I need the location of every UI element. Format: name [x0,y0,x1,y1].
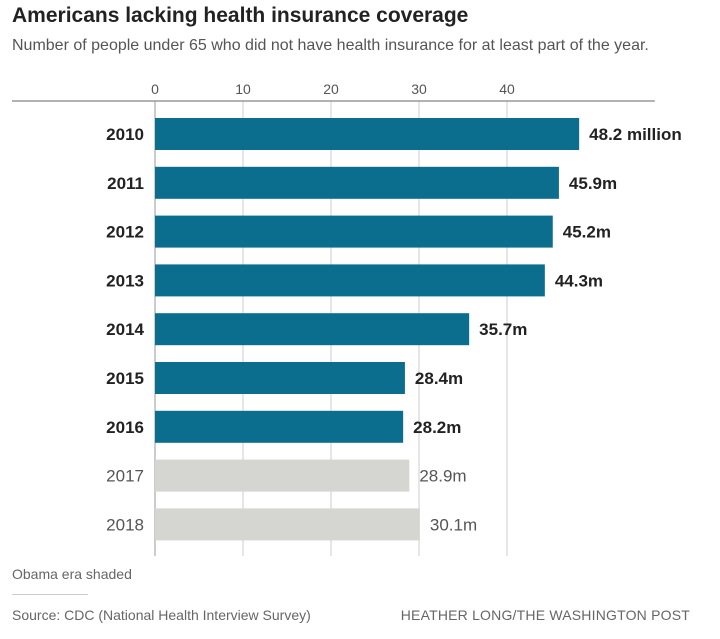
bar-chart: 0 10 20 30 40 2010 48.2 million 2011 45.9m 2012 45… [12,81,682,556]
value-label-2015: 28.4m [415,369,463,388]
category-label-2016: 2016 [106,418,144,437]
value-label-2013: 44.3m [555,271,603,290]
value-label-2012: 45.2m [563,223,611,242]
category-label-2012: 2012 [106,223,144,242]
source-credit: Source: CDC (National Health Interview S… [12,607,311,623]
category-label-2011: 2011 [107,174,144,193]
author-credit: HEATHER LONG/THE WASHINGTON POST [400,607,690,623]
category-label-2017: 2017 [106,467,144,486]
value-label-2018: 30.1m [430,515,477,534]
bar-2015 [155,362,405,394]
note-divider [12,594,88,595]
bar-2011 [155,166,559,199]
category-label-2010: 2010 [106,125,144,144]
bar-2014 [155,313,470,346]
bar-2017 [155,459,410,492]
value-label-2017: 28.9m [419,467,466,486]
x-tick-label-20: 20 [323,81,339,97]
value-label-2011: 45.9m [569,174,617,193]
x-tick-label-0: 0 [151,81,159,97]
bar-2010 [155,118,580,150]
category-label-2015: 2015 [106,369,144,388]
chart-title: Americans lacking health insurance cover… [12,4,469,27]
x-tick-label-30: 30 [411,81,427,97]
bar-2013 [155,264,545,297]
bar-2016 [155,410,404,443]
x-tick-label-40: 40 [499,81,515,97]
shading-note: Obama era shaded [12,566,132,582]
value-label-2010: 48.2 million [589,125,682,144]
category-label-2018: 2018 [106,515,144,534]
bar-2018 [155,508,420,541]
value-label-2016: 28.2m [413,418,461,437]
category-label-2013: 2013 [106,271,144,290]
x-tick-label-10: 10 [235,81,251,97]
chart-subtitle: Number of people under 65 who did not ha… [12,37,649,54]
bar-2012 [155,215,553,248]
category-label-2014: 2014 [106,320,144,339]
value-label-2014: 35.7m [479,320,527,339]
